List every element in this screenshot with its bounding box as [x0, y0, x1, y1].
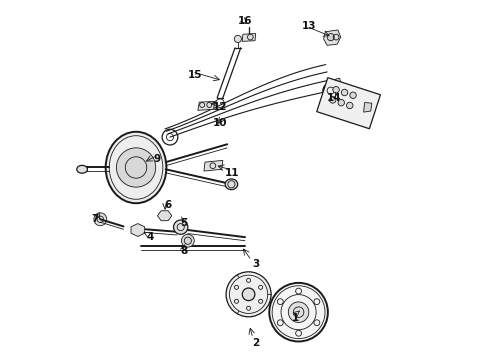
Ellipse shape: [225, 179, 238, 190]
Text: 4: 4: [147, 232, 154, 242]
Circle shape: [117, 148, 156, 187]
Circle shape: [94, 213, 107, 226]
Circle shape: [346, 102, 353, 109]
Text: 5: 5: [181, 218, 188, 228]
Text: 16: 16: [238, 16, 252, 26]
Circle shape: [288, 302, 309, 323]
Text: 15: 15: [188, 69, 202, 80]
Polygon shape: [204, 160, 223, 171]
Ellipse shape: [77, 165, 88, 173]
Text: 3: 3: [252, 259, 259, 269]
Circle shape: [333, 86, 339, 93]
Polygon shape: [242, 33, 256, 41]
Text: 11: 11: [225, 168, 240, 178]
Circle shape: [226, 272, 271, 317]
Text: 1: 1: [292, 312, 298, 323]
Circle shape: [173, 220, 188, 234]
Text: 12: 12: [213, 102, 227, 112]
Text: 10: 10: [213, 118, 227, 128]
Polygon shape: [198, 102, 215, 111]
Polygon shape: [131, 224, 145, 237]
Polygon shape: [323, 30, 341, 45]
Circle shape: [338, 99, 344, 106]
Circle shape: [234, 35, 242, 42]
Text: 14: 14: [327, 93, 342, 103]
Circle shape: [242, 288, 255, 301]
Text: 2: 2: [252, 338, 259, 347]
Text: 8: 8: [181, 247, 188, 256]
Polygon shape: [317, 78, 380, 129]
Polygon shape: [333, 78, 342, 87]
Circle shape: [342, 89, 348, 96]
Circle shape: [327, 33, 334, 41]
Polygon shape: [364, 103, 372, 112]
Text: 6: 6: [165, 200, 172, 210]
Text: 9: 9: [154, 154, 161, 163]
Text: 7: 7: [91, 214, 98, 224]
Polygon shape: [157, 211, 172, 221]
Circle shape: [330, 97, 336, 103]
Circle shape: [181, 234, 194, 247]
Circle shape: [350, 92, 356, 99]
Ellipse shape: [106, 132, 167, 203]
Circle shape: [270, 283, 328, 342]
Text: 13: 13: [302, 21, 317, 31]
